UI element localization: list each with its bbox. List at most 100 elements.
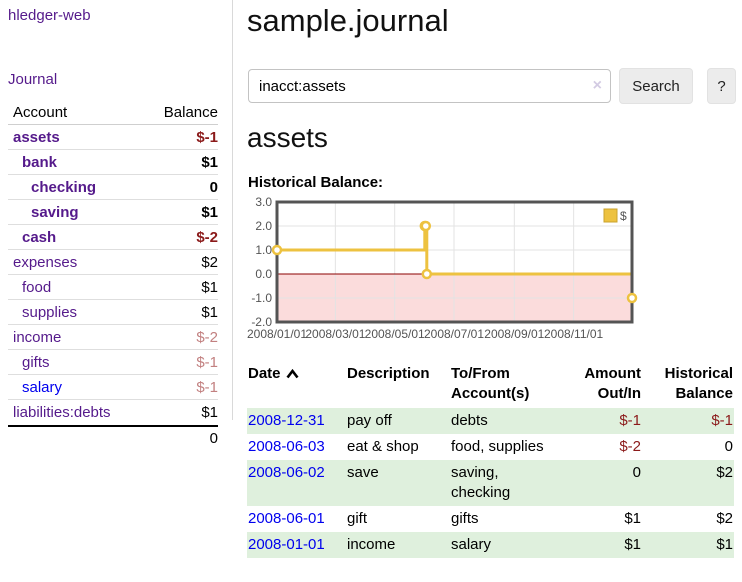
data-point xyxy=(421,268,433,280)
account-link[interactable]: food xyxy=(22,278,52,296)
tx-amount: $1 xyxy=(624,536,641,553)
tx-accounts: food, supplies xyxy=(451,438,544,455)
y-tick-label: -1.0 xyxy=(251,291,272,305)
account-link[interactable]: expenses xyxy=(13,253,78,271)
search-bar: × Search ? xyxy=(247,68,742,104)
account-link[interactable]: saving xyxy=(31,203,79,221)
page-title: sample.journal xyxy=(247,3,449,38)
legend-swatch xyxy=(603,208,618,223)
legend-label: $ xyxy=(620,209,627,223)
x-tick-label: 2008/01/01 xyxy=(247,327,307,341)
tx-accounts: saving, checking xyxy=(451,464,511,501)
tx-date-cell: 2008-06-01 xyxy=(247,506,346,532)
account-link[interactable]: cash xyxy=(22,228,57,246)
account-balance: $-1 xyxy=(196,353,218,371)
y-tick-label: 0.0 xyxy=(255,267,272,281)
tx-date-link[interactable]: 2008-01-01 xyxy=(248,536,325,553)
account-balance: 0 xyxy=(209,178,218,196)
tx-accounts: salary xyxy=(451,536,492,553)
tx-date-cell: 2008-01-01 xyxy=(247,532,346,558)
y-tick-label: -2.0 xyxy=(251,315,272,329)
sort-ascending-icon xyxy=(285,369,299,379)
account-row-liabilities-debts: liabilities:debts $1 xyxy=(8,400,218,425)
tx-balance: $2 xyxy=(716,510,733,527)
x-tick-label: 2008/03/01 xyxy=(305,327,365,341)
account-row-bank: bank $1 xyxy=(8,150,218,175)
tx-balance: $1 xyxy=(716,536,733,553)
tx-amount: $-2 xyxy=(619,438,641,455)
x-tick-label: 2008/09/01 xyxy=(484,327,544,341)
account-row-income: income $-2 xyxy=(8,325,218,350)
account-link[interactable]: income xyxy=(13,328,62,346)
app-title-link[interactable]: hledger-web xyxy=(8,7,91,24)
x-tick-label: 2008/05/01 xyxy=(365,327,425,341)
accounts-rows: assets $-1 bank $1 checking 0 saving $1 cash $-2 e… xyxy=(8,125,218,425)
tx-amount: $1 xyxy=(624,510,641,527)
account-row-salary: salary $-1 xyxy=(8,375,218,400)
account-balance: $1 xyxy=(201,203,218,221)
tx-description: gift xyxy=(347,510,368,527)
account-link[interactable]: liabilities:debts xyxy=(13,404,111,421)
account-link[interactable]: checking xyxy=(31,178,97,196)
table-row: 2008-01-01 income salary $1 $1 xyxy=(247,532,734,558)
account-row-expenses: expenses $2 xyxy=(8,250,218,275)
table-row: 2008-06-03 eat & shop food, supplies $-2 0 xyxy=(247,434,734,460)
tx-date-cell: 2008-06-03 xyxy=(247,434,346,460)
account-row-saving: saving $1 xyxy=(8,200,218,225)
chart-title: Historical Balance: xyxy=(248,174,384,191)
account-balance: $1 xyxy=(201,278,218,296)
tx-date-link[interactable]: 2008-06-01 xyxy=(248,510,325,527)
clear-search-icon[interactable]: × xyxy=(592,77,602,94)
search-button[interactable]: Search xyxy=(619,68,693,104)
account-heading: assets xyxy=(247,122,328,153)
account-row-gifts: gifts $-1 xyxy=(8,350,218,375)
y-tick-label: 1.0 xyxy=(255,243,272,257)
table-row: 2008-06-01 gift gifts $1 $2 xyxy=(247,506,734,532)
tx-description: income xyxy=(347,536,396,553)
column-header-date[interactable]: Date xyxy=(247,364,346,404)
accounts-header-balance: Balance xyxy=(163,103,218,121)
data-point xyxy=(626,292,638,304)
data-point xyxy=(420,220,432,232)
table-row: 2008-06-02 save saving, checking 0 $2 xyxy=(247,460,734,506)
column-header-amount-out-in: Amount Out/In xyxy=(584,365,641,402)
account-link[interactable]: salary xyxy=(22,378,63,396)
account-link[interactable]: bank xyxy=(22,153,58,171)
sidebar-item-journal[interactable]: Journal xyxy=(8,71,58,88)
account-link[interactable]: supplies xyxy=(22,303,78,321)
tx-description: eat & shop xyxy=(347,438,419,455)
account-row-supplies: supplies $1 xyxy=(8,300,218,325)
tx-date-cell: 2008-06-02 xyxy=(247,460,346,506)
sidebar: hledger-web Journal Account Balance asse… xyxy=(0,0,233,582)
accounts-table: Account Balance assets $-1 bank $1 checking 0… xyxy=(8,100,218,449)
account-balance: $1 xyxy=(201,153,218,171)
tx-balance: $-1 xyxy=(711,412,733,429)
account-balance: $1 xyxy=(201,303,218,321)
account-link[interactable]: assets xyxy=(13,128,60,146)
column-header-to-from-account-s-: To/From Account(s) xyxy=(451,365,530,402)
search-input[interactable] xyxy=(248,69,611,103)
accounts-total-row: 0 xyxy=(8,425,218,449)
account-link[interactable]: gifts xyxy=(22,353,50,371)
accounts-total-value: 0 xyxy=(209,429,218,447)
account-balance: $1 xyxy=(201,404,218,421)
account-row-assets: assets $-1 xyxy=(8,125,218,150)
tx-amount: 0 xyxy=(632,464,641,481)
plot-border xyxy=(275,200,634,324)
tx-description: save xyxy=(347,464,379,481)
account-row-food: food $1 xyxy=(8,275,218,300)
tx-accounts: gifts xyxy=(451,510,479,527)
tx-date-link[interactable]: 2008-06-03 xyxy=(248,438,325,455)
account-balance: $-1 xyxy=(196,378,218,396)
table-row: 2008-12-31 pay off debts $-1 $-1 xyxy=(247,408,734,434)
tx-amount: $-1 xyxy=(619,412,641,429)
tx-date-link[interactable]: 2008-06-02 xyxy=(248,464,325,481)
help-button[interactable]: ? xyxy=(707,68,736,104)
accounts-header-account: Account xyxy=(13,103,68,121)
tx-date-link[interactable]: 2008-12-31 xyxy=(248,412,325,429)
main-content: sample.journal × Search ? assets Histori… xyxy=(247,0,742,582)
x-tick-label: 2008/07/01 xyxy=(424,327,484,341)
account-balance: $-2 xyxy=(196,228,218,246)
tx-date-cell: 2008-12-31 xyxy=(247,408,346,434)
